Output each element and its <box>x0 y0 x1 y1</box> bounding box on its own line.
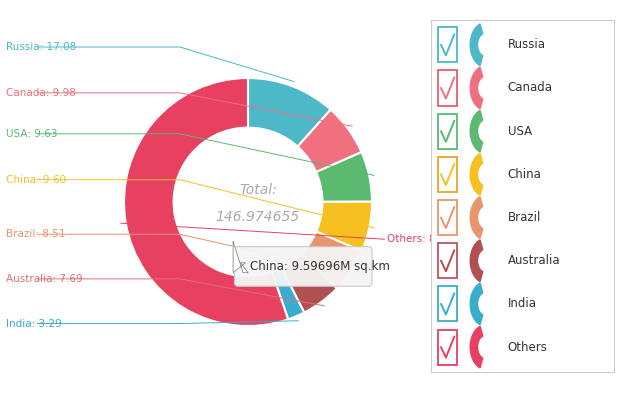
Wedge shape <box>316 152 372 202</box>
FancyBboxPatch shape <box>438 243 456 278</box>
Polygon shape <box>470 240 483 282</box>
Wedge shape <box>124 78 288 326</box>
Text: Russia: Russia <box>508 38 546 51</box>
Polygon shape <box>233 242 248 273</box>
Polygon shape <box>470 67 483 109</box>
Text: Others: Others <box>508 341 547 354</box>
Text: Others: 81.20: Others: 81.20 <box>387 234 459 244</box>
Text: Canada: Canada <box>508 82 552 95</box>
Wedge shape <box>298 109 361 172</box>
Polygon shape <box>470 197 483 238</box>
Text: Total:: Total: <box>239 183 277 197</box>
Text: China: 9.59696M sq.km: China: 9.59696M sq.km <box>250 260 391 273</box>
FancyBboxPatch shape <box>438 27 456 62</box>
Text: USA: 9.63: USA: 9.63 <box>6 129 58 139</box>
Polygon shape <box>470 24 483 65</box>
Text: Russia: 17.08: Russia: 17.08 <box>6 42 76 52</box>
Wedge shape <box>301 231 362 288</box>
Text: India: 3.29: India: 3.29 <box>6 318 62 328</box>
Text: USA: USA <box>508 125 532 138</box>
FancyBboxPatch shape <box>438 114 456 149</box>
Wedge shape <box>316 202 372 251</box>
FancyBboxPatch shape <box>438 286 456 322</box>
Text: 146.974655: 146.974655 <box>216 210 300 224</box>
Text: Brazil: Brazil <box>508 211 541 224</box>
Text: Brazil: 8.51: Brazil: 8.51 <box>6 229 66 239</box>
Polygon shape <box>470 283 483 325</box>
FancyBboxPatch shape <box>438 157 456 192</box>
FancyBboxPatch shape <box>438 200 456 235</box>
Text: India: India <box>508 297 537 310</box>
Polygon shape <box>470 110 483 152</box>
Text: China: 9.60: China: 9.60 <box>6 175 66 185</box>
FancyBboxPatch shape <box>438 70 456 105</box>
Wedge shape <box>281 254 337 313</box>
Text: Australia: Australia <box>508 254 560 267</box>
FancyBboxPatch shape <box>438 330 456 365</box>
Wedge shape <box>272 268 304 319</box>
Wedge shape <box>248 78 330 147</box>
Text: Canada: 9.98: Canada: 9.98 <box>6 88 76 98</box>
Text: China: China <box>508 168 542 181</box>
Text: Australia: 7.69: Australia: 7.69 <box>6 274 83 284</box>
Polygon shape <box>470 326 483 368</box>
Polygon shape <box>470 154 483 195</box>
FancyBboxPatch shape <box>234 246 372 286</box>
